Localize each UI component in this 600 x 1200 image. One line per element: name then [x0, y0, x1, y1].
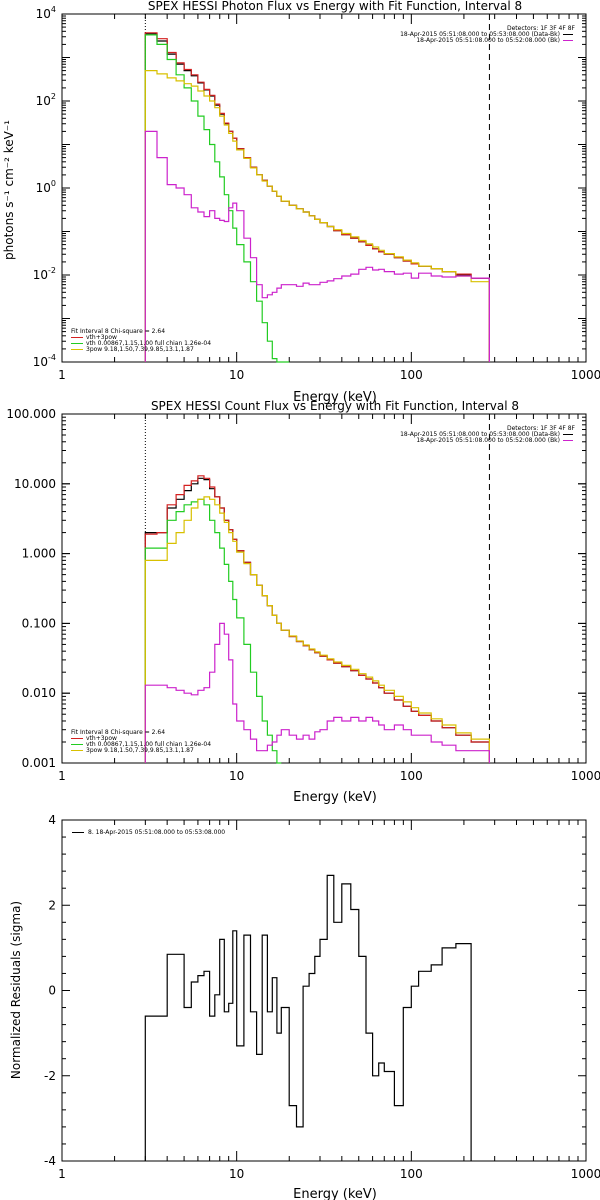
count-legend-total-label: vth+3pow [86, 735, 117, 742]
photon-title: SPEX HESSI Photon Flux vs Energy with Fi… [148, 0, 522, 13]
count-flux-panel: SPEX HESSI Count Flux vs Energy with Fit… [6, 399, 600, 805]
photon-series-0 [144, 33, 490, 362]
photon-bk-interval-label: 18-Apr-2015 05:51:08.000 to 05:52:08.000… [416, 37, 560, 44]
count-x-label: Energy (keV) [293, 790, 377, 805]
count-series-2 [144, 498, 282, 764]
count-detectors-label: Detectors: 1F 3F 4F 8F [507, 425, 576, 432]
photon-series-4 [144, 130, 490, 362]
count-y-tick-label: 100.000 [6, 407, 56, 421]
photon-y-tick-exp: 0 [51, 179, 56, 188]
resid-y-tick-label: 4 [48, 813, 56, 827]
resid-legend-label: 8. 18-Apr-2015 05:51:08.000 to 05:53:08.… [88, 829, 225, 836]
photon-detectors-label: Detectors: 1F 3F 4F 8F [507, 25, 576, 32]
photon-y-tick-label: 10-2 [33, 266, 56, 282]
count-fit-interval-label: Fit Interval 8 Chi-square = 2.64 [71, 729, 165, 736]
photon-x-tick-label: 10 [229, 368, 244, 382]
photon-y-tick-label: 100 [36, 179, 56, 195]
photon-y-tick-exp: 2 [51, 92, 56, 101]
count-y-tick-label: 1.000 [22, 547, 56, 561]
photon-data-interval-label: 18-Apr-2015 05:51:08.000 to 05:53:08.000… [400, 31, 560, 38]
count-plot-frame [61, 413, 587, 764]
resid-x-tick-label: 100 [400, 1167, 423, 1181]
photon-series-1 [144, 32, 490, 362]
photon-plot-frame [61, 13, 587, 363]
count-legend-3pow-label: 3pow 9.18,1.50,7.39,9.85,13.1,1.87 [86, 747, 194, 754]
count-series-1 [144, 475, 490, 763]
photon-y-tick-label: 104 [36, 5, 56, 21]
photon-legend-total-label: vth+3pow [86, 334, 117, 341]
photon-y-tick-base: 10 [36, 94, 51, 108]
residuals-panel: Energy (keV) Normalized Residuals (sigma… [9, 813, 600, 1200]
photon-y-tick-label: 102 [36, 92, 56, 108]
count-bk-interval-label: 18-Apr-2015 05:51:08.000 to 05:52:08.000… [416, 437, 560, 444]
resid-x-tick-label: 10 [229, 1167, 244, 1181]
count-series-4 [144, 622, 490, 763]
resid-y-tick-label: -4 [44, 1154, 56, 1168]
photon-y-tick-exp: -2 [48, 266, 56, 275]
count-series-0 [144, 477, 490, 763]
count-x-tick-label: 1000 [571, 769, 600, 783]
count-x-tick-label: 10 [229, 769, 244, 783]
photon-y-tick-base: 10 [36, 181, 51, 195]
photon-x-tick-label: 1000 [571, 368, 600, 382]
photon-series-2 [144, 34, 290, 363]
photon-y-label: photons s⁻¹ cm⁻² keV⁻¹ [2, 120, 16, 260]
resid-y-tick-label: -2 [44, 1069, 56, 1083]
photon-x-tick-label: 100 [400, 368, 423, 382]
resid-plot-frame [61, 819, 587, 1162]
resid-series-0 [144, 874, 472, 1161]
count-x-tick-label: 100 [400, 769, 423, 783]
photon-fit-interval-label: Fit Interval 8 Chi-square = 2.64 [71, 328, 165, 335]
count-y-tick-label: 0.001 [22, 756, 56, 770]
photon-y-tick-exp: -4 [48, 353, 56, 362]
count-data-interval-label: 18-Apr-2015 05:51:08.000 to 05:53:08.000… [400, 431, 560, 438]
photon-flux-panel: SPEX HESSI Photon Flux vs Energy with Fi… [2, 0, 600, 405]
photon-legend-vth-label: vth 0.00867,1.15,1.00 full chian 1.26e-0… [86, 340, 211, 347]
photon-x-label: Energy (keV) [293, 390, 377, 405]
count-legend-vth-label: vth 0.00867,1.15,1.00 full chian 1.26e-0… [86, 741, 211, 748]
resid-y-tick-label: 0 [48, 984, 56, 998]
resid-y-label: Normalized Residuals (sigma) [9, 901, 23, 1079]
count-x-tick-label: 1 [58, 769, 66, 783]
count-title: SPEX HESSI Count Flux vs Energy with Fit… [151, 399, 519, 413]
resid-y-tick-label: 2 [48, 898, 56, 912]
resid-x-tick-label: 1 [58, 1167, 66, 1181]
count-y-tick-label: 10.000 [14, 477, 56, 491]
photon-series-3 [144, 70, 490, 362]
photon-y-tick-base: 10 [33, 268, 48, 282]
photon-y-tick-label: 10-4 [33, 353, 56, 369]
photon-y-tick-base: 10 [36, 7, 51, 21]
resid-x-label: Energy (keV) [293, 1187, 377, 1200]
photon-legend-3pow-label: 3pow 9.18,1.50,7.39,9.85,13.1,1.87 [86, 346, 194, 353]
photon-x-tick-label: 1 [58, 368, 66, 382]
count-series-3 [144, 496, 490, 763]
count-y-tick-label: 0.010 [22, 686, 56, 700]
resid-x-tick-label: 1000 [571, 1167, 600, 1181]
photon-y-tick-exp: 4 [51, 5, 56, 14]
photon-y-tick-base: 10 [33, 355, 48, 369]
count-y-tick-label: 0.100 [22, 616, 56, 630]
